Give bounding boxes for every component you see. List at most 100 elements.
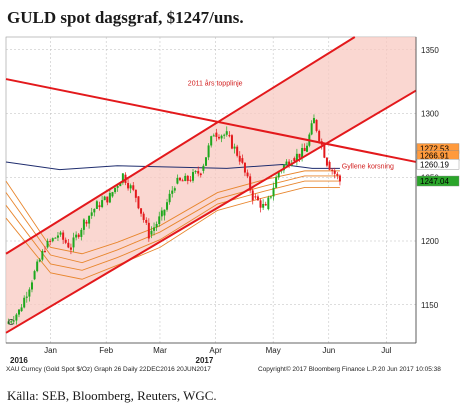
y-tick-label: 1150	[421, 301, 439, 310]
candle-body	[230, 135, 233, 149]
candle-body	[223, 134, 226, 136]
candle-body	[111, 192, 114, 197]
candle-body	[315, 119, 318, 131]
candle-body	[140, 208, 143, 214]
candle-body	[155, 224, 158, 228]
x-tick-label: Apr	[209, 346, 222, 355]
candle-body	[202, 165, 205, 171]
candle-body	[150, 230, 153, 235]
moving-average-band-line	[5, 180, 340, 271]
candle-body	[95, 201, 98, 209]
candle-body	[269, 196, 272, 198]
candle-body	[256, 196, 259, 201]
candle-body	[30, 282, 33, 290]
moving-average-band-line	[5, 170, 340, 255]
x-tick-label: May	[266, 346, 281, 355]
value-badge-label: 1247.04	[420, 177, 449, 186]
candle-body	[127, 183, 130, 189]
candle-body	[184, 175, 187, 182]
candle-body	[43, 250, 46, 252]
annotations: 2011 års topplinje Gyllene korsning	[188, 79, 394, 170]
x-axis-ticks: Jan Feb Mar Apr May Jun Jul 2016 2017	[10, 346, 392, 365]
candle-body	[41, 250, 44, 260]
candle-body	[301, 147, 304, 158]
candle-body	[333, 170, 336, 174]
x-tick-label: Jun	[322, 346, 335, 355]
candle-body	[28, 289, 31, 297]
candle-body	[25, 296, 28, 298]
candle-body	[77, 234, 80, 237]
candle-body	[38, 259, 41, 262]
bloomberg-footer-right: 20 Jun 2017 10:05:38	[378, 366, 441, 373]
candle-body	[85, 221, 88, 224]
candle-body	[312, 118, 315, 124]
channel-fill	[6, 37, 416, 333]
moving-average-band-line	[5, 175, 340, 264]
candle-body	[64, 239, 67, 243]
corner-label: C	[8, 318, 14, 327]
candle-body	[328, 161, 331, 170]
candle-body	[90, 212, 93, 216]
candle-body	[10, 321, 13, 323]
bloomberg-footer-left: XAU Curncy (Gold Spot $/Oz) Graph 26 Dai…	[6, 366, 211, 373]
candle-body	[336, 173, 339, 176]
candle-body	[204, 157, 207, 166]
candle-body	[262, 203, 265, 208]
candle-body	[306, 145, 309, 152]
candle-body	[168, 193, 171, 203]
candle-body	[145, 219, 148, 223]
candle-body	[132, 185, 135, 190]
candle-body	[106, 196, 109, 203]
value-badge	[416, 175, 460, 187]
x-tick-label: Jul	[381, 346, 391, 355]
candle-body	[98, 205, 101, 208]
candle-body	[215, 132, 218, 137]
candle-body	[228, 135, 231, 137]
candle-body	[254, 196, 257, 198]
candle-body	[62, 232, 65, 240]
candle-body	[46, 240, 49, 248]
candle-body	[179, 177, 182, 181]
candle-body	[272, 187, 275, 197]
candle-body	[264, 203, 267, 206]
candle-body	[323, 144, 326, 158]
candle-body	[171, 190, 174, 194]
candle-body	[212, 135, 215, 137]
candle-body	[288, 161, 291, 166]
candle-body	[197, 171, 200, 174]
y-tick-label: 1350	[421, 46, 439, 55]
candle-body	[142, 213, 145, 220]
candle-body	[217, 136, 220, 139]
source-note: Källa: SEB, Bloomberg, Reuters, WGC.	[7, 388, 217, 403]
candle-body	[325, 157, 328, 166]
candle-body	[153, 227, 156, 231]
chart-title: GULD spot dagsgraf, $1247/uns.	[7, 8, 244, 27]
candle-body	[103, 196, 106, 201]
candle-body	[49, 240, 52, 242]
candle-body	[75, 234, 78, 238]
candle-body	[173, 188, 176, 191]
candle-body	[318, 130, 321, 142]
value-badge-label: 1272.53	[420, 145, 449, 154]
value-badge-label: 1266.91	[420, 152, 449, 161]
candle-body	[186, 175, 189, 181]
candle-body	[310, 123, 313, 135]
candle-body	[116, 186, 119, 188]
channel-upper-line	[5, 36, 356, 255]
candle-body	[72, 237, 75, 248]
candle-body	[243, 162, 246, 173]
candle-body	[236, 146, 239, 156]
candle-body	[80, 229, 83, 237]
candle-body	[194, 171, 197, 173]
candle-body	[129, 185, 132, 189]
candle-body	[147, 222, 150, 239]
candle-body	[54, 237, 57, 239]
candle-body	[36, 261, 39, 272]
candle-body	[285, 161, 288, 166]
candle-body	[163, 209, 166, 216]
candle-body	[238, 155, 241, 162]
moving-average-band-line	[5, 186, 340, 280]
x-tick-label: Jan	[44, 346, 57, 355]
